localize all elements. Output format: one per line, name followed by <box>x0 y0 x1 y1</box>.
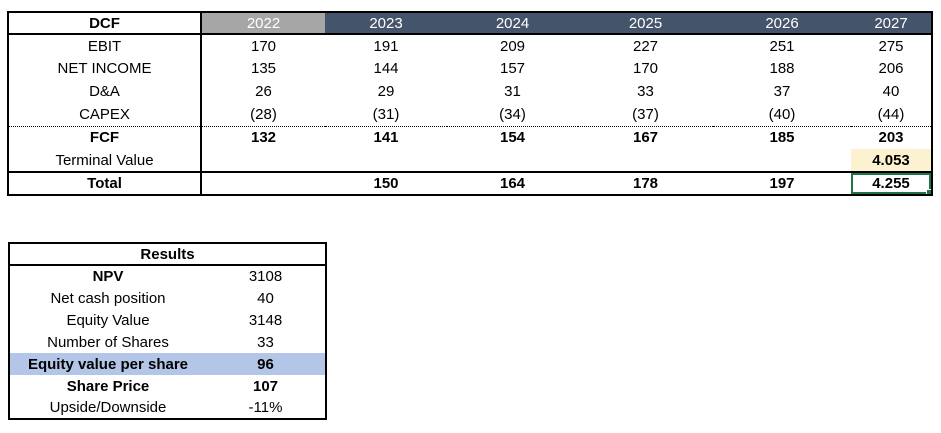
terminal-value-highlight-cell[interactable]: 4.053 <box>851 149 932 172</box>
year-header-2027[interactable]: 2027 <box>851 12 932 35</box>
row-label[interactable]: Total <box>8 171 202 195</box>
table-cell[interactable]: 157 <box>499 60 526 77</box>
row-label[interactable]: Terminal Value <box>8 149 202 172</box>
year-header-2023[interactable]: 2023 <box>325 12 447 35</box>
result-label[interactable]: Equity value per share <box>9 353 206 375</box>
row-label[interactable]: EBIT <box>8 34 202 57</box>
year-header-2026[interactable]: 2026 <box>713 12 851 35</box>
table-row-total: Total 150 164 178 197 4.255 <box>8 171 932 195</box>
table-cell[interactable]: 31 <box>504 83 521 100</box>
result-row-number-of-shares: Number of Shares 33 <box>9 331 326 353</box>
table-cell[interactable]: 203 <box>878 129 904 147</box>
table-cell[interactable]: (40) <box>713 103 851 127</box>
year-header-2022[interactable]: 2022 <box>201 12 325 35</box>
table-cell[interactable]: (28) <box>201 103 325 127</box>
result-row-upside-downside: Upside/Downside -11% <box>9 397 326 419</box>
table-cell[interactable]: 37 <box>773 83 791 100</box>
table-cell[interactable]: 191 <box>373 37 399 55</box>
row-label[interactable]: D&A <box>8 80 202 103</box>
table-cell[interactable]: 209 <box>499 37 526 55</box>
row-label[interactable]: CAPEX <box>8 103 202 127</box>
table-cell[interactable] <box>325 149 447 172</box>
result-label[interactable]: NPV <box>92 268 124 285</box>
table-cell[interactable]: 29 <box>377 83 395 100</box>
table-cell[interactable]: 170 <box>632 60 659 77</box>
table-cell[interactable]: (37) <box>578 103 713 127</box>
selected-cell-value: 4.255 <box>872 175 910 192</box>
result-value[interactable]: 40 <box>257 289 274 307</box>
fill-handle[interactable] <box>926 189 932 195</box>
table-cell[interactable]: 150 <box>325 171 447 195</box>
table-cell[interactable]: 170 <box>250 37 277 55</box>
table-cell[interactable]: 275 <box>878 37 904 55</box>
result-value[interactable]: 107 <box>252 377 279 395</box>
table-cell[interactable]: 197 <box>713 171 851 195</box>
table-cell[interactable]: 144 <box>373 60 399 77</box>
result-value[interactable]: 3108 <box>248 268 283 285</box>
table-cell[interactable] <box>201 171 325 195</box>
year-header-2025[interactable]: 2025 <box>578 12 713 35</box>
table-cell[interactable]: 251 <box>769 37 795 55</box>
dcf-title[interactable]: DCF <box>8 12 202 35</box>
dcf-table: DCF 2022 2023 2024 2025 2026 2027 EBIT 1… <box>7 11 933 196</box>
table-cell[interactable]: 164 <box>447 171 578 195</box>
result-label[interactable]: Net cash position <box>50 289 166 307</box>
table-cell[interactable]: 178 <box>578 171 713 195</box>
table-row-ebit: EBIT 170 191 209 227 251 275 <box>8 34 932 57</box>
row-label[interactable]: NET INCOME <box>8 57 202 80</box>
table-cell[interactable]: 135 <box>250 60 277 77</box>
table-cell[interactable] <box>578 149 713 172</box>
result-row-equity-value: Equity Value 3148 <box>9 309 326 331</box>
result-label[interactable]: Upside/Downside <box>49 399 167 416</box>
table-row-net-income: NET INCOME 135 144 157 170 188 206 <box>8 57 932 80</box>
result-label[interactable]: Equity Value <box>66 311 150 329</box>
table-cell[interactable]: 154 <box>499 129 526 147</box>
results-header-row: Results <box>9 243 326 266</box>
table-cell[interactable]: 33 <box>637 83 654 100</box>
result-value[interactable]: -11% <box>248 399 283 416</box>
table-cell[interactable]: (31) <box>325 103 447 127</box>
result-row-npv: NPV 3108 <box>9 265 326 287</box>
dcf-header-row: DCF 2022 2023 2024 2025 2026 2027 <box>8 12 932 35</box>
result-value[interactable]: 33 <box>257 333 274 351</box>
result-label[interactable]: Share Price <box>66 377 150 395</box>
table-cell[interactable]: (34) <box>447 103 578 127</box>
table-cell[interactable]: 26 <box>255 83 272 100</box>
table-cell[interactable] <box>713 149 851 172</box>
result-label[interactable]: Number of Shares <box>47 333 169 351</box>
results-table: Results NPV 3108 Net cash position 40 Eq… <box>8 242 327 420</box>
table-row-fcf: FCF 132 141 154 167 185 203 <box>8 126 932 149</box>
table-cell[interactable]: 132 <box>250 129 277 147</box>
results-title[interactable]: Results <box>9 243 326 266</box>
table-cell[interactable]: 40 <box>882 83 900 100</box>
table-cell[interactable]: 227 <box>632 37 659 55</box>
table-cell[interactable]: 185 <box>769 129 795 147</box>
table-cell[interactable] <box>447 149 578 172</box>
table-cell[interactable]: (44) <box>851 103 932 127</box>
result-row-share-price: Share Price 107 <box>9 375 326 397</box>
table-cell[interactable] <box>201 149 325 172</box>
table-cell[interactable]: 188 <box>769 60 795 77</box>
table-row-terminal-value: Terminal Value 4.053 <box>8 149 932 172</box>
table-cell[interactable]: 141 <box>373 129 399 147</box>
table-row-capex: CAPEX (28) (31) (34) (37) (40) (44) <box>8 103 932 127</box>
year-header-2024[interactable]: 2024 <box>447 12 578 35</box>
table-cell[interactable]: 206 <box>878 60 904 77</box>
result-row-net-cash: Net cash position 40 <box>9 287 326 309</box>
table-row-da: D&A 26 29 31 33 37 40 <box>8 80 932 103</box>
result-value[interactable]: 96 <box>206 353 326 375</box>
row-label[interactable]: FCF <box>8 126 202 149</box>
selected-cell[interactable]: 4.255 <box>851 171 932 195</box>
result-row-equity-value-per-share: Equity value per share 96 <box>9 353 326 375</box>
result-value[interactable]: 3148 <box>248 311 283 329</box>
table-cell[interactable]: 167 <box>632 129 659 147</box>
